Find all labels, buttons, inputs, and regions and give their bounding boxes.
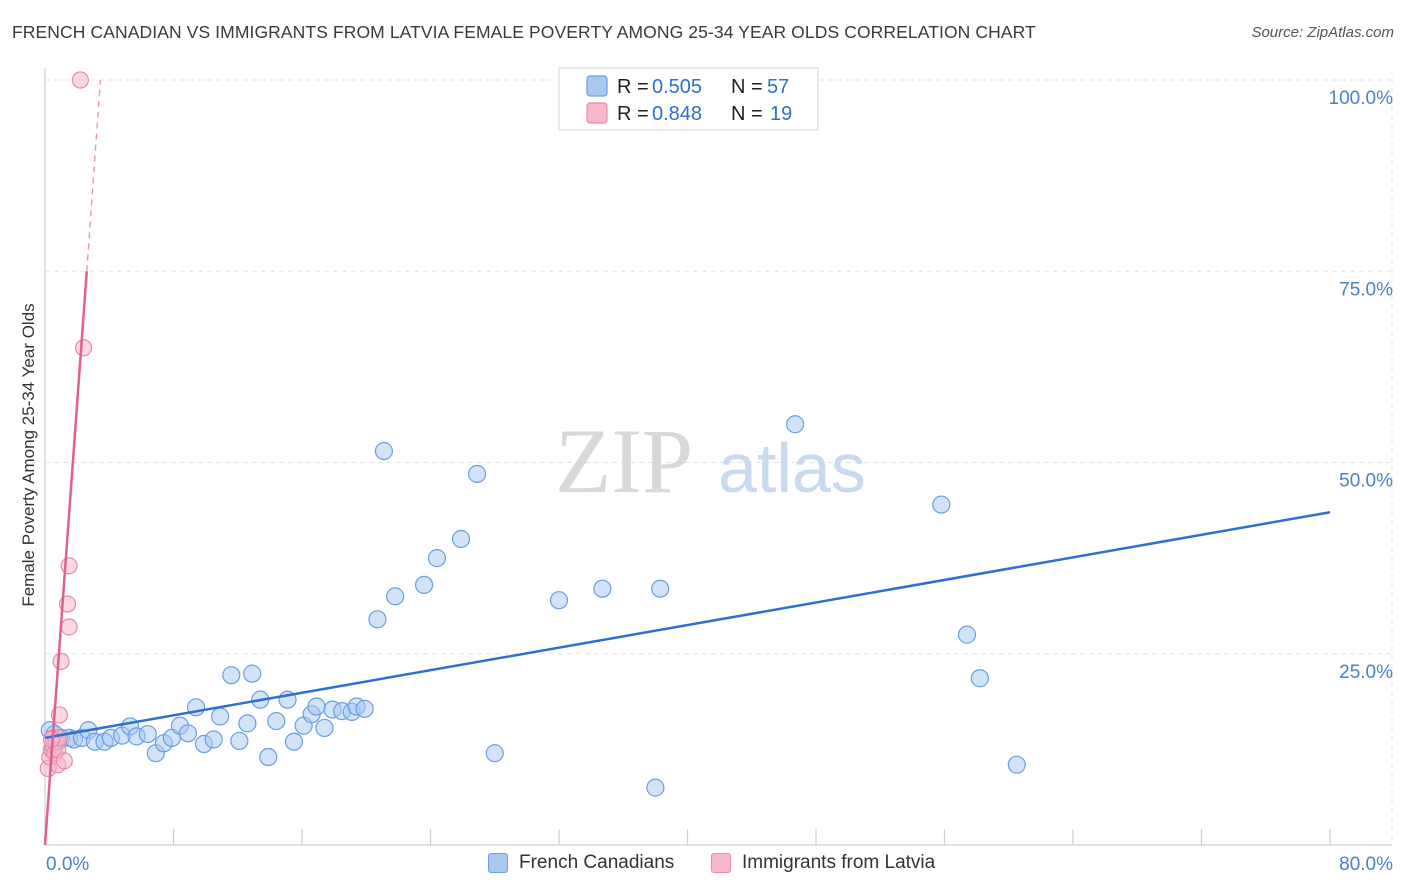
legend-item-french-canadians: French Canadians: [488, 852, 674, 874]
point-french-59: [1007, 755, 1026, 774]
trendline-latvia: [43, 271, 89, 846]
point-french-30: [259, 747, 278, 767]
point-french-44: [374, 441, 394, 461]
point-french-58: [970, 669, 989, 688]
y-tick-labels: 25.0% 50.0% 75.0% 100.0%: [1329, 88, 1394, 683]
point-french-51: [549, 591, 569, 610]
point-latvia-11: [52, 652, 70, 671]
point-french-48: [451, 529, 471, 549]
x-tick-label-max: 80.0%: [1339, 854, 1393, 875]
legend-n-label-blue: N =: [731, 76, 763, 98]
chart-title: FRENCH CANADIAN VS IMMIGRANTS FROM LATVI…: [12, 22, 1036, 42]
legend-swatch-blue: [586, 75, 608, 97]
point-french-57: [957, 625, 977, 644]
point-latvia-16: [74, 339, 93, 357]
legend-swatch-pink: [586, 102, 608, 124]
point-french-56: [932, 495, 951, 514]
point-french-27: [238, 714, 257, 733]
point-french-46: [414, 575, 434, 595]
legend-n-value-blue: 57: [767, 76, 789, 98]
axes: [44, 68, 1392, 846]
point-french-28: [243, 664, 262, 683]
grid: [45, 70, 1393, 845]
x-tick-label-min: 0.0%: [46, 854, 89, 875]
legend-swatch-latvia: [711, 853, 731, 873]
legend-r-label-pink: R =: [617, 103, 649, 125]
y-tick-label-2: 75.0%: [1339, 279, 1393, 300]
legend-label-french-canadians: French Canadians: [519, 852, 675, 873]
point-french-50: [485, 744, 504, 763]
point-french-15: [138, 724, 157, 744]
point-latvia-15: [60, 557, 78, 575]
y-tick-label-1: 50.0%: [1339, 471, 1393, 492]
latvia-points: [39, 71, 93, 778]
point-french-54: [651, 579, 670, 598]
point-french-53: [646, 778, 665, 797]
point-french-25: [222, 666, 241, 685]
point-latvia-14: [60, 618, 78, 636]
legend-r-label-blue: R =: [617, 76, 649, 98]
trendline-french: [44, 510, 1331, 740]
point-french-31: [267, 711, 286, 731]
trend-lines: [43, 79, 1331, 846]
legend-box: R = 0.505 N = 57 R = 0.848 N = 19: [558, 67, 819, 131]
point-french-36: [307, 697, 326, 716]
point-french-23: [204, 730, 223, 749]
legend-n-label-pink: N =: [731, 103, 763, 125]
watermark-zip: ZIP: [555, 410, 693, 512]
source-credit: Source: ZipAtlas.com: [1251, 24, 1394, 41]
point-french-49: [467, 464, 487, 484]
y-tick-label-0: 25.0%: [1339, 662, 1393, 683]
point-french-37: [315, 718, 334, 738]
legend-label-latvia: Immigrants from Latvia: [742, 852, 936, 873]
y-axis-title: Female Poverty Among 25-34 Year Olds: [19, 303, 38, 606]
legend-r-value-pink: 0.848: [652, 103, 702, 125]
y-tick-label-3: 100.0%: [1329, 88, 1394, 109]
legend-swatch-french-canadians: [488, 853, 508, 873]
point-french-24: [210, 707, 230, 726]
point-french-43: [368, 610, 387, 629]
bottom-legend: French Canadians Immigrants from Latvia: [0, 852, 1406, 878]
watermark-atlas: atlas: [718, 429, 866, 507]
point-latvia-17: [71, 71, 89, 89]
point-french-20: [178, 724, 198, 743]
point-french-47: [427, 549, 447, 568]
point-french-33: [284, 732, 304, 751]
point-french-42: [355, 699, 374, 718]
point-latvia-12: [55, 752, 73, 770]
trendline-latvia-extension: [86, 79, 102, 272]
legend-n-value-pink: 19: [770, 103, 792, 125]
legend-item-latvia: Immigrants from Latvia: [711, 852, 935, 874]
legend-r-value-blue: 0.505: [652, 76, 702, 98]
point-french-55: [786, 415, 805, 434]
point-french-45: [386, 587, 405, 606]
french-canadians-points: [40, 415, 1026, 797]
point-french-26: [230, 731, 249, 751]
point-french-52: [593, 579, 612, 598]
